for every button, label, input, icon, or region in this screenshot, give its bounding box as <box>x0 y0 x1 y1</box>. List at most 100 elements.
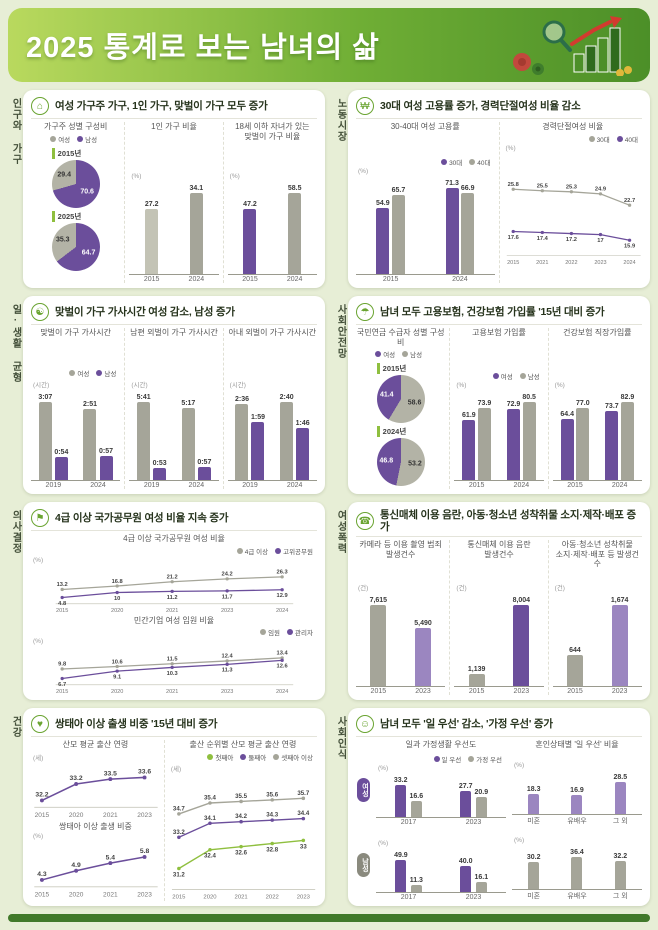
svg-text:32.2: 32.2 <box>35 791 48 798</box>
svg-text:34.4: 34.4 <box>297 810 309 817</box>
page-title: 2025 통계로 보는 남녀의 삶 <box>26 32 380 64</box>
svg-text:2022: 2022 <box>265 894 278 900</box>
section-header: ☎ 통신매체 이용 음란, 아동·청소년 성착취물 소지·제작·배포 증가 <box>356 509 642 538</box>
svg-text:31.2: 31.2 <box>173 871 185 878</box>
svg-text:2015: 2015 <box>35 812 50 819</box>
section-title: 쌍태아 이상 출생 비중 '15년 대비 증가 <box>55 717 218 730</box>
svg-text:24.9: 24.9 <box>594 186 605 192</box>
svg-text:32.4: 32.4 <box>204 852 216 859</box>
svg-text:35.6: 35.6 <box>266 791 278 798</box>
charts-row: 30-40대 여성 고용률 30대 40대 (%) 54.9 65.7 71.3 66.9 2… <box>356 122 642 283</box>
chart-obscene-communication: 통신매체 이용 음란 발생건수 (건) 1,139 8,004 2015 2023 <box>449 540 544 695</box>
svg-text:24.2: 24.2 <box>222 571 233 577</box>
chart-plot-female-priority: 일 우선 가정 우선 (%) 33.2 16.6 27.7 20.9 2017 2023 <box>376 754 506 826</box>
chart-caption: 1인 가구 비율 <box>151 122 197 131</box>
svg-text:2021: 2021 <box>536 259 548 265</box>
section-card-labor: ₩ 30대 여성 고용률 증가, 경력단절여성 비율 감소 30-40대 여성 … <box>348 90 650 288</box>
svg-text:5.4: 5.4 <box>106 854 116 861</box>
chart-caption: 남편 외벌이 가구 가사시간 <box>130 328 218 337</box>
chart-caption: 쌍태아 이상 출생 비중 <box>58 821 132 831</box>
chart-caption: 출산 순위별 산모 평균 출산 연령 <box>189 740 297 749</box>
svg-text:33.5: 33.5 <box>104 770 117 777</box>
svg-text:2015: 2015 <box>56 608 68 614</box>
section-work-life-balance: 일·생활 균형 ☯ 맞벌이 가구 가사시간 여성 감소, 남성 증가 맞벌이 가… <box>8 296 325 494</box>
section-side-label-health: 건강 <box>10 716 21 738</box>
svg-text:35.4: 35.4 <box>204 794 216 801</box>
chart-caption: 경력단절여성 비율 <box>542 122 604 131</box>
chart-caption: 18세 이하 자녀가 있는 맞벌이 가구 비율 <box>235 122 310 141</box>
umbrella-icon: ☂ <box>356 303 374 321</box>
chart-plot: (세) 2015 2020 2021 2023 32.2 33.2 33.5 33.6 <box>33 754 158 819</box>
svg-text:6.7: 6.7 <box>58 682 66 688</box>
chart-caption: 민간기업 여성 임원 비율 <box>133 615 215 625</box>
chart-plot-female-marital: (%) 18.3 16.9 28.5 미혼 유배우 그 외 <box>512 754 642 827</box>
section-card-balance: ☯ 맞벌이 가구 가사시간 여성 감소, 남성 증가 맞벌이 가구 가사시간 여… <box>23 296 325 494</box>
svg-text:2015: 2015 <box>35 892 50 899</box>
section-side-label-labor: 노동시장 <box>335 98 346 142</box>
svg-text:4.8: 4.8 <box>58 601 66 607</box>
svg-text:2024: 2024 <box>276 608 288 614</box>
charts-row: 카메라 등 이용 촬영 범죄 발생건수 (건) 7,615 5,490 2015 202… <box>356 540 642 695</box>
svg-text:17: 17 <box>597 238 603 244</box>
chart-caption: 건강보험 직장가입률 <box>563 328 632 337</box>
chart-caption: 통신매체 이용 음란 발생건수 <box>467 540 531 559</box>
section-side-label-perception: 사회인식 <box>335 716 346 760</box>
section-header: ☂ 남녀 모두 고용보험, 건강보험 가입률 '15년 대비 증가 <box>356 303 642 325</box>
house-icon: ⌂ <box>31 97 49 115</box>
chart-maternal-age: 산모 평균 출산 연령 (세) 2015 2020 2021 2023 32.2 33.2 3… <box>31 740 160 820</box>
svg-text:34.7: 34.7 <box>173 805 185 812</box>
section-violence-against-women: 여성폭력 ☎ 통신매체 이용 음란, 아동·청소년 성착취물 소지·제작·배포 … <box>333 502 650 700</box>
svg-text:2021: 2021 <box>166 689 178 695</box>
section-title: 통신매체 이용 음란, 아동·청소년 성착취물 소지·제작·배포 증가 <box>380 509 636 534</box>
svg-text:12.4: 12.4 <box>222 654 234 660</box>
column-caption-priority: 일과 가정생활 우선도 <box>405 740 477 749</box>
svg-text:10.3: 10.3 <box>167 671 178 677</box>
svg-text:35.5: 35.5 <box>235 793 247 800</box>
svg-text:34.1: 34.1 <box>204 814 216 821</box>
face-icon: ☺ <box>356 715 374 733</box>
section-card-decision: ⚑ 4급 이상 국가공무원 여성 비율 지속 증가 4급 이상 국가공무원 여성… <box>23 502 325 700</box>
chart-plot: (%) 47.2 58.5 2015 2024 <box>227 143 317 283</box>
section-title: 맞벌이 가구 가사시간 여성 감소, 남성 증가 <box>55 305 235 318</box>
chart-health-insurance: 건강보험 직장가입률 (%) 64.4 77.0 73.7 82.9 2015 2024 <box>547 328 642 489</box>
chart-plot: (시간) 2:36 1:59 2:40 1:46 2019 2024 <box>227 340 317 489</box>
chart-plot: (건) 1,139 8,004 2015 2023 <box>454 561 544 695</box>
page-header: 2025 통계로 보는 남녀의 삶 <box>8 8 650 82</box>
svg-text:13.2: 13.2 <box>57 582 68 588</box>
chart-plot: 여성 남성 2015년 29.4 70.6 2025년 35.3 64.7 <box>31 134 120 283</box>
svg-text:2015: 2015 <box>507 259 519 265</box>
section-header: ☯ 맞벌이 가구 가사시간 여성 감소, 남성 증가 <box>31 303 317 325</box>
chart-plot: (%) 64.4 77.0 73.7 82.9 2015 2024 <box>552 340 642 489</box>
chart-private-company-executives: 민간기업 여성 임원 비율 임원 관리자 (%) 2015 2020 2021 2023 20… <box>31 616 317 696</box>
svg-text:4.3: 4.3 <box>37 871 47 878</box>
chart-plot: 여성 남성 (시간) 3:07 0:54 2:51 0:57 2019 2024 <box>31 340 121 489</box>
section-header: ☺ 남녀 모두 '일 우선' 감소, '가정 우선' 증가 <box>356 715 642 737</box>
column-caption-marital: 혼인상태별 '일 우선' 비율 <box>535 740 619 749</box>
chart-caption: 국민연금 수급자 성별 구성비 <box>356 328 445 347</box>
chart-caption: 30-40대 여성 고용률 <box>390 122 460 131</box>
male-badge: 남성 <box>356 852 370 877</box>
svg-text:2020: 2020 <box>69 812 84 819</box>
svg-text:25.8: 25.8 <box>507 182 518 188</box>
svg-text:2023: 2023 <box>137 812 152 819</box>
chart-plot: (건) 644 1,674 2015 2023 <box>552 571 642 695</box>
svg-text:11.7: 11.7 <box>222 594 233 600</box>
svg-text:9.8: 9.8 <box>58 662 66 668</box>
chart-plot: (%) 27.2 34.1 2015 2024 <box>129 134 219 283</box>
svg-text:2021: 2021 <box>103 892 118 899</box>
chart-illustration <box>513 16 632 76</box>
chart-caption: 아동·청소년 성착취물 소지·제작·배포 등 발생건수 <box>555 540 639 569</box>
svg-text:17.2: 17.2 <box>565 237 576 243</box>
chart-dual-income-households: 18세 이하 자녀가 있는 맞벌이 가구 비율 (%) 47.2 58.5 2015 2… <box>222 122 317 283</box>
chart-wife-breadwinner-housework: 아내 외벌이 가구 가사시간 (시간) 2:36 1:59 2:40 1:46 2019 2… <box>222 328 317 489</box>
section-card-perception: ☺ 남녀 모두 '일 우선' 감소, '가정 우선' 증가 일과 가정생활 우선… <box>348 708 650 906</box>
chart-plot: (건) 7,615 5,490 2015 2023 <box>356 561 446 695</box>
section-title: 남녀 모두 '일 우선' 감소, '가정 우선' 증가 <box>380 717 553 730</box>
chart-career-break-women: 경력단절여성 비율 30대 40대 (%) 2015 2021 2022 2023 2024 2… <box>498 122 643 283</box>
svg-text:35.7: 35.7 <box>297 789 309 796</box>
svg-text:2015: 2015 <box>172 894 186 900</box>
chart-camera-crimes: 카메라 등 이용 촬영 범죄 발생건수 (건) 7,615 5,490 2015 202… <box>356 540 446 695</box>
charts-row: 가구주 성별 구성비 여성 남성 2015년 29.4 70.6 2025년 35.3 64.… <box>31 122 317 283</box>
chart-caption: 4급 이상 국가공무원 여성 비율 <box>123 534 225 543</box>
svg-text:5.8: 5.8 <box>140 848 150 855</box>
